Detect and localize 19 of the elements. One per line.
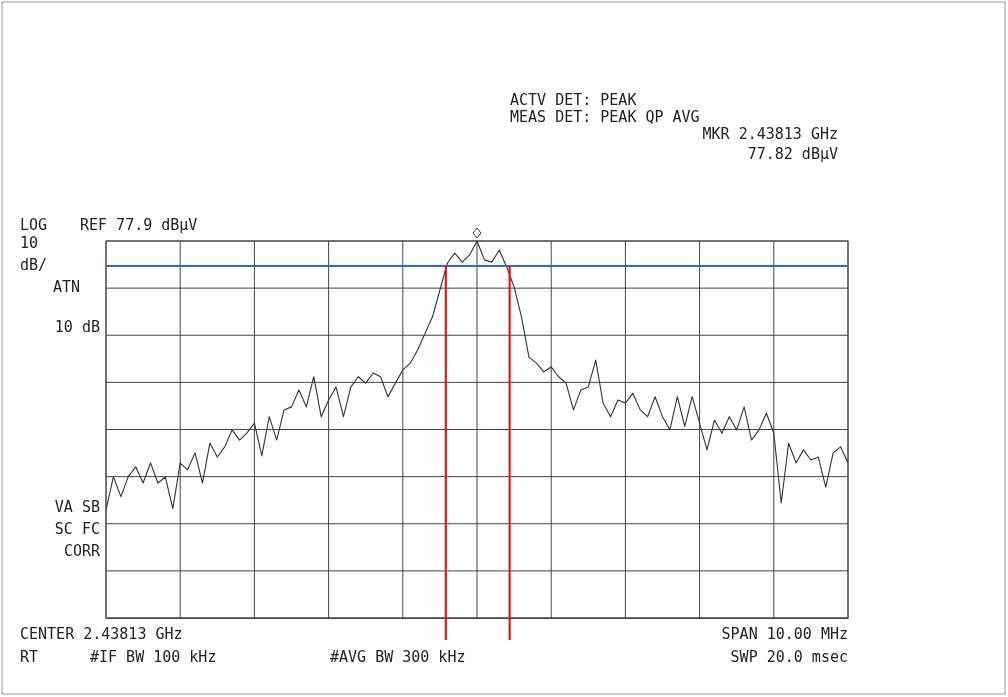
text: ACTV DET: PEAK: [510, 91, 637, 109]
text: SPAN 10.00 MHz: [721, 625, 848, 643]
text: 10: [20, 234, 39, 252]
text: #AVG BW 300 kHz: [330, 648, 466, 666]
text: #IF BW 100 kHz: [90, 648, 217, 666]
text: ATN: [52, 278, 80, 296]
text: CORR: [63, 542, 101, 560]
text: dB/: [20, 256, 48, 274]
text: RT: [20, 648, 39, 666]
text: CENTER 2.43813 GHz: [20, 625, 183, 643]
text: REF 77.9 dBμV: [80, 216, 198, 234]
text: MKR 2.43813 GHz: [702, 125, 838, 143]
text: VA SB: [54, 498, 100, 516]
text: 77.82 dBμV: [747, 145, 838, 163]
text: MEAS DET: PEAK QP AVG: [510, 108, 700, 126]
text: SWP 20.0 msec: [730, 648, 848, 666]
text: LOG: [20, 216, 48, 234]
text: 10 dB: [54, 318, 100, 336]
text: SC FC: [54, 520, 100, 538]
